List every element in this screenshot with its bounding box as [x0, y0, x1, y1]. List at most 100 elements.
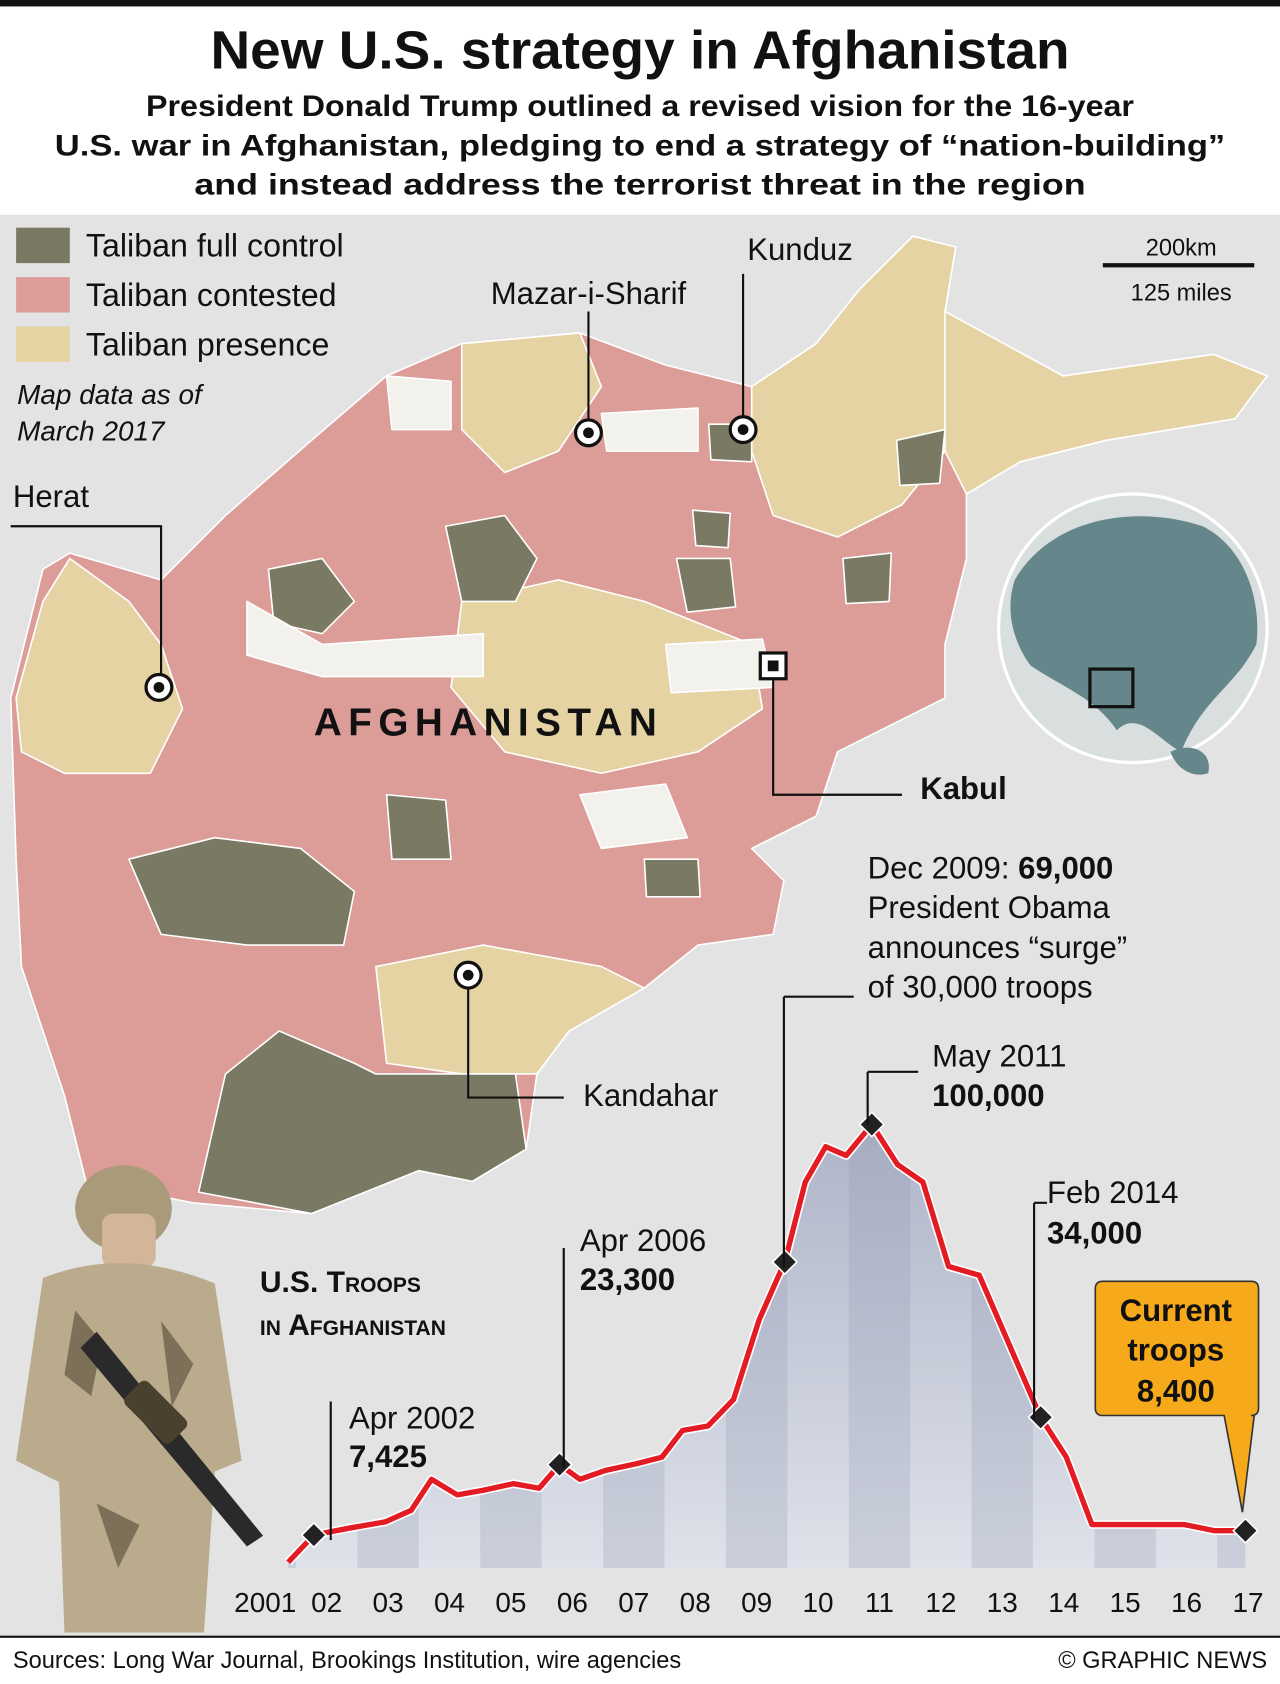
leader-line — [467, 985, 564, 1099]
legend-swatch — [16, 326, 70, 362]
annotation-note: announces “surge” — [868, 930, 1128, 965]
map-region — [643, 858, 701, 898]
city-label: Kabul — [920, 771, 1006, 806]
map-region — [246, 600, 485, 678]
soldier-illustration — [16, 1165, 264, 1633]
map-region — [450, 579, 764, 775]
callout-box — [1094, 1280, 1260, 1513]
annotation-note: President Obama — [868, 890, 1111, 925]
city-marker — [453, 960, 483, 990]
x-tick-label: 17 — [1232, 1587, 1263, 1618]
leader-line — [772, 678, 903, 796]
top-rule — [0, 0, 1280, 7]
x-tick-label: 04 — [434, 1587, 465, 1618]
x-tick-label: 13 — [987, 1587, 1018, 1618]
data-label: 7,425 — [349, 1439, 427, 1474]
subtitle: U.S. war in Afghanistan, pledging to end… — [55, 130, 1225, 163]
subtitle: President Donald Trump outlined a revise… — [146, 90, 1134, 123]
x-tick-label: 07 — [618, 1587, 649, 1618]
year-band — [848, 1124, 911, 1569]
x-tick-label: 08 — [680, 1587, 711, 1618]
x-tick-label: 03 — [373, 1587, 404, 1618]
capital-marker — [758, 651, 788, 681]
x-tick-label: 09 — [741, 1587, 772, 1618]
annotation: Dec 2009: 69,000 — [868, 851, 1114, 886]
data-label: 34,000 — [1047, 1216, 1142, 1251]
area — [288, 1124, 1246, 1569]
map-region — [675, 557, 737, 613]
annotation-date: Dec 2009: — [868, 851, 1010, 886]
city-label: Mazar-i-Sharif — [491, 276, 687, 311]
country-label: AFGHANISTAN — [314, 702, 663, 745]
sources: Sources: Long War Journal, Brookings Ins… — [13, 1648, 681, 1674]
x-tick-label: 15 — [1110, 1587, 1141, 1618]
map-region — [944, 310, 1268, 495]
callout-text: Current — [1120, 1293, 1232, 1328]
chart-title: U.S. Troops — [260, 1266, 421, 1299]
footer-rule — [0, 1635, 1280, 1638]
map-region — [842, 552, 893, 605]
map-region — [600, 407, 699, 452]
map-note: Map data as of — [17, 379, 205, 410]
map-region — [267, 557, 356, 635]
chart-title: in Afghanistan — [260, 1309, 446, 1342]
x-tick-label: 11 — [865, 1587, 894, 1618]
data-label: 100,000 — [932, 1078, 1045, 1113]
map — [9, 235, 1268, 1215]
title: New U.S. strategy in Afghanistan — [210, 21, 1069, 81]
city-label: Kunduz — [747, 232, 853, 267]
city-marker — [144, 672, 174, 702]
x-tick-label: 14 — [1048, 1587, 1079, 1618]
point-marker — [858, 1111, 886, 1138]
x-tick-label: 10 — [803, 1587, 834, 1618]
subtitle: and instead address the terrorist threat… — [194, 168, 1085, 201]
city-label: Kandahar — [583, 1078, 718, 1113]
scale-label: 200km — [1146, 236, 1217, 262]
city-marker — [573, 418, 603, 448]
locator-globe — [997, 492, 1269, 775]
map-note: March 2017 — [17, 415, 166, 446]
point-marker — [546, 1451, 573, 1478]
x-tick-label: 12 — [925, 1587, 956, 1618]
map-region — [375, 944, 646, 1075]
legend-label: Taliban full control — [86, 228, 344, 264]
leader-line — [866, 1070, 919, 1125]
map-region — [385, 793, 452, 860]
annotation-date: Feb 2014 — [1047, 1175, 1179, 1210]
map-region — [444, 514, 538, 603]
annotation-note: of 30,000 troops — [868, 970, 1093, 1005]
credit: © GRAPHIC NEWS — [1058, 1648, 1267, 1674]
point-marker — [300, 1521, 328, 1549]
map-region — [691, 509, 732, 549]
x-tick-label: 02 — [311, 1587, 342, 1618]
city-markers — [10, 273, 903, 1099]
annotation-date: May 2011 — [932, 1038, 1066, 1073]
leader-line — [1033, 1201, 1047, 1420]
point-marker — [1232, 1517, 1259, 1545]
leader-line — [10, 525, 163, 675]
map-region — [579, 783, 689, 850]
map-region — [128, 836, 356, 946]
data-label: 69,000 — [1018, 851, 1113, 886]
city-label: Herat — [13, 479, 89, 514]
callout-text: troops — [1127, 1333, 1224, 1368]
leader-line — [782, 995, 854, 1268]
city-marker — [728, 415, 758, 445]
map-region — [15, 557, 184, 775]
x-tick-label: 06 — [557, 1587, 588, 1618]
x-tick-label: 05 — [495, 1587, 526, 1618]
scale-label: 125 miles — [1131, 281, 1232, 307]
legend: Taliban full control Taliban contested Tal… — [16, 227, 344, 362]
map-region — [664, 638, 774, 694]
data-label: 8,400 — [1137, 1374, 1215, 1409]
x-tick-label: 16 — [1171, 1587, 1202, 1618]
legend-label: Taliban presence — [86, 326, 329, 362]
data-label: 23,300 — [580, 1262, 675, 1297]
legend-swatch — [16, 227, 70, 264]
map-region — [197, 1030, 527, 1215]
annotation-date: Apr 2002 — [349, 1400, 475, 1435]
legend-swatch — [16, 277, 70, 313]
map-region — [460, 332, 603, 474]
